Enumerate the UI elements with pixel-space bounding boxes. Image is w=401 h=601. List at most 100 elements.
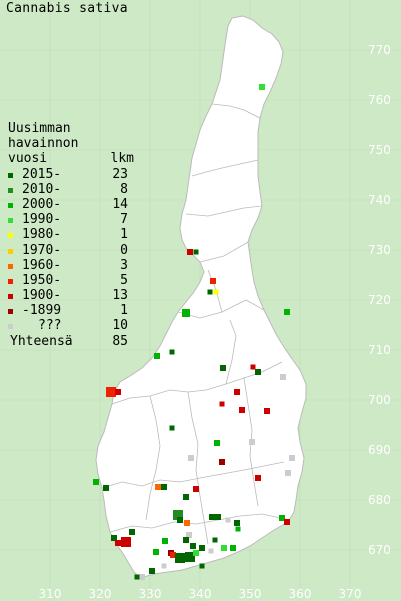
legend-row: 2000- 14: [8, 197, 128, 212]
observation-square: [186, 532, 192, 538]
observation-square: [185, 552, 195, 562]
x-axis-label: 310: [39, 587, 62, 601]
observation-square: [115, 540, 121, 546]
legend-count: 8: [120, 181, 128, 197]
observation-square: [209, 514, 215, 520]
observation-square: [193, 486, 199, 492]
observation-square: [210, 278, 216, 284]
legend-count: 0: [120, 242, 128, 258]
observation-square: [284, 309, 290, 315]
legend-count: 13: [112, 288, 128, 304]
observation-square: [129, 529, 135, 535]
observation-square: [234, 389, 240, 395]
observation-square: [284, 519, 290, 525]
observation-square: [207, 289, 213, 295]
observation-square: [250, 364, 256, 370]
observation-square: [285, 470, 291, 476]
observation-square: [183, 537, 189, 543]
observation-square: [161, 563, 167, 569]
legend-swatch: [8, 172, 13, 178]
observation-square: [93, 479, 99, 485]
legend-count: 23: [112, 166, 128, 182]
observation-square: [149, 568, 155, 574]
observation-square: [235, 526, 241, 532]
observation-square: [221, 545, 227, 551]
legend-row: 2010- 8: [8, 182, 128, 197]
observation-square: [214, 440, 220, 446]
legend-row: 1970- 0: [8, 243, 128, 258]
observation-square: [183, 494, 189, 500]
y-axis-label: 670: [368, 543, 391, 557]
observation-square: [264, 408, 270, 414]
observation-square: [187, 249, 193, 255]
observation-square: [169, 425, 175, 431]
observation-square: [289, 455, 295, 461]
legend-row: 1990- 7: [8, 212, 128, 227]
observation-square: [175, 553, 185, 563]
observation-square: [219, 401, 225, 407]
y-axis-labels: 770 760 750 740 730 720 710 700 690 680 670: [368, 43, 391, 557]
observation-square: [162, 538, 168, 544]
observation-square: [134, 574, 140, 580]
legend-row: 1900- 13: [8, 288, 128, 303]
observation-square: [208, 548, 214, 554]
legend-count: 5: [120, 272, 128, 288]
legend-swatch: [8, 309, 13, 315]
legend-label: 1990-: [22, 212, 62, 228]
legend-row: 1980- 1: [8, 227, 128, 242]
legend-swatch: [8, 278, 13, 284]
y-axis-label: 760: [368, 93, 391, 107]
observation-square: [155, 484, 161, 490]
y-axis-label: 770: [368, 43, 391, 57]
legend-swatch: [8, 248, 13, 254]
observation-square: [184, 520, 190, 526]
legend-count: 7: [120, 212, 128, 228]
legend-row: ??? 10: [8, 318, 128, 333]
observation-square: [170, 552, 176, 558]
x-axis-label: 340: [189, 587, 212, 601]
legend-label: 1960-: [22, 257, 62, 273]
observation-square: [103, 485, 109, 491]
legend-total-label: Yhteensä: [10, 333, 73, 349]
x-axis-labels: 310 320 330 340 350 360 370: [39, 587, 362, 601]
observation-square: [193, 550, 199, 556]
observation-square: [255, 369, 261, 375]
y-axis-label: 700: [368, 393, 391, 407]
legend-count: 10: [112, 318, 128, 334]
observation-square: [153, 549, 159, 555]
observation-square: [182, 309, 190, 317]
observation-square: [220, 365, 226, 371]
observation-square: [255, 475, 261, 481]
legend: Uusimman havainnon vuosi lkm 2015- 23 2010…: [8, 121, 134, 349]
x-axis-label: 370: [339, 587, 362, 601]
y-axis-label: 710: [368, 343, 391, 357]
observation-square: [154, 353, 160, 359]
observation-square: [279, 515, 285, 521]
legend-total-count: 85: [112, 333, 128, 349]
legend-label: 2010-: [22, 181, 62, 197]
observation-square: [249, 439, 255, 445]
observation-points: [93, 84, 295, 580]
y-axis-label: 720: [368, 293, 391, 307]
legend-header-row: vuosi lkm: [8, 151, 134, 166]
region-borders: [101, 103, 291, 545]
observation-square: [121, 537, 131, 547]
legend-label: 1900-: [22, 288, 62, 304]
legend-swatch: [8, 233, 13, 239]
observation-square: [193, 249, 199, 255]
observation-square: [161, 484, 167, 490]
y-axis-label: 690: [368, 443, 391, 457]
observation-square: [115, 389, 121, 395]
observation-square: [280, 374, 286, 380]
x-axis-label: 350: [239, 587, 262, 601]
legend-label: 2000-: [22, 196, 62, 212]
observation-square: [259, 84, 265, 90]
observation-square: [199, 545, 205, 551]
observation-square: [190, 543, 196, 549]
legend-label: 2015-: [22, 166, 62, 182]
legend-count: 1: [120, 227, 128, 243]
legend-count: 14: [112, 196, 128, 212]
x-axis-label: 330: [139, 587, 162, 601]
legend-row: 1960- 3: [8, 258, 128, 273]
